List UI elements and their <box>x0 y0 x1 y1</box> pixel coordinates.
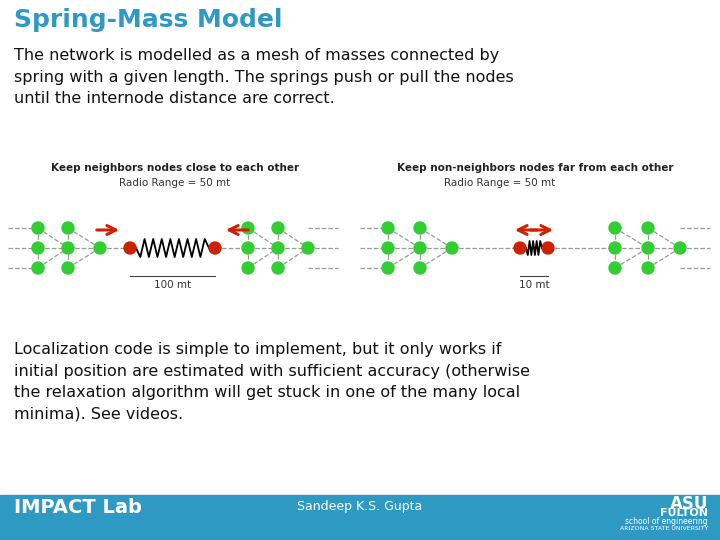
Circle shape <box>382 242 394 254</box>
Circle shape <box>414 222 426 234</box>
Circle shape <box>124 242 136 254</box>
Text: 100 mt: 100 mt <box>154 280 191 290</box>
Circle shape <box>272 242 284 254</box>
Circle shape <box>62 262 74 274</box>
Circle shape <box>272 222 284 234</box>
Circle shape <box>302 242 314 254</box>
Circle shape <box>609 222 621 234</box>
Text: Spring-Mass Model: Spring-Mass Model <box>14 8 282 32</box>
Text: ASU: ASU <box>670 495 708 513</box>
Text: ARIZONA STATE UNIVERSITY: ARIZONA STATE UNIVERSITY <box>620 526 708 531</box>
Circle shape <box>414 242 426 254</box>
Text: school of engineering: school of engineering <box>626 517 708 526</box>
Circle shape <box>674 242 686 254</box>
Circle shape <box>62 222 74 234</box>
Circle shape <box>642 222 654 234</box>
Circle shape <box>32 242 44 254</box>
Text: FULTON: FULTON <box>660 508 708 518</box>
Circle shape <box>382 222 394 234</box>
Circle shape <box>414 262 426 274</box>
Text: Localization code is simple to implement, but it only works if
initial position : Localization code is simple to implement… <box>14 342 530 422</box>
Circle shape <box>242 222 254 234</box>
Text: Keep non-neighbors nodes far from each other: Keep non-neighbors nodes far from each o… <box>397 163 673 173</box>
Circle shape <box>609 242 621 254</box>
Circle shape <box>94 242 106 254</box>
Text: IMPACT Lab: IMPACT Lab <box>14 498 142 517</box>
Circle shape <box>209 242 221 254</box>
Circle shape <box>32 262 44 274</box>
Circle shape <box>242 262 254 274</box>
Circle shape <box>446 242 458 254</box>
Text: Sandeep K.S. Gupta: Sandeep K.S. Gupta <box>297 500 423 513</box>
Circle shape <box>382 262 394 274</box>
Circle shape <box>242 242 254 254</box>
Circle shape <box>542 242 554 254</box>
Text: Keep neighbors nodes close to each other: Keep neighbors nodes close to each other <box>51 163 299 173</box>
Text: The network is modelled as a mesh of masses connected by
spring with a given len: The network is modelled as a mesh of mas… <box>14 48 514 106</box>
Text: Radio Range = 50 mt: Radio Range = 50 mt <box>444 178 556 188</box>
Circle shape <box>32 222 44 234</box>
Bar <box>0 495 720 540</box>
Text: Radio Range = 50 mt: Radio Range = 50 mt <box>120 178 230 188</box>
Circle shape <box>62 242 74 254</box>
Circle shape <box>609 262 621 274</box>
Circle shape <box>514 242 526 254</box>
Circle shape <box>642 242 654 254</box>
Circle shape <box>272 262 284 274</box>
Text: 10 mt: 10 mt <box>518 280 549 290</box>
Circle shape <box>642 262 654 274</box>
